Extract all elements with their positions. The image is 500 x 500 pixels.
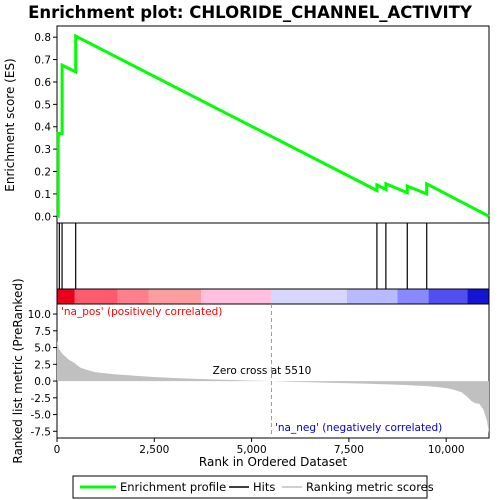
legend-frame xyxy=(72,475,428,499)
ranked-ylabel: Ranked list metric (PreRanked) xyxy=(11,278,25,463)
pos-correlated-label: 'na_pos' (positively correlated) xyxy=(61,306,222,318)
heatmap-band xyxy=(428,289,469,304)
ranked-panel: 10.0 7.5 5.0 2.5 0.0 -2.5 -5.0 -7.5 'na_pos' (p… xyxy=(11,278,490,464)
x-axis-label: Rank in Ordered Dataset xyxy=(199,455,347,469)
es-y-tick-label: 0.1 xyxy=(34,189,51,201)
heatmap-band xyxy=(346,289,399,304)
hits-panel xyxy=(56,222,490,290)
ranked-y-tick-label: -5.0 xyxy=(31,410,52,422)
enrichment-profile-line xyxy=(56,33,490,218)
es-y-tick-label: 0.7 xyxy=(34,55,51,67)
x-tick-label: 2,500 xyxy=(139,444,169,456)
heatmap-band xyxy=(467,289,490,304)
es-y-tick-label: 0.5 xyxy=(34,99,51,111)
es-ylabel: Enrichment score (ES) xyxy=(3,58,17,191)
heatmap-band xyxy=(57,289,76,304)
es-curve-group xyxy=(56,33,490,218)
heatmap-band xyxy=(74,289,118,304)
ranked-y-tick-label: 7.5 xyxy=(34,326,51,338)
es-y-tick-label: 0.4 xyxy=(34,122,51,134)
rank-heatmap xyxy=(56,288,490,305)
ranked-y-tick-label: -7.5 xyxy=(31,426,52,438)
es-y-tick-label: 0.2 xyxy=(34,167,51,179)
neg-correlated-label: 'na_neg' (negatively correlated) xyxy=(275,422,442,434)
ranked-y-tick-label: 0.0 xyxy=(34,376,51,388)
ranked-y-axis: 10.0 7.5 5.0 2.5 0.0 -2.5 -5.0 -7.5 xyxy=(28,309,57,438)
es-panel: 0.0 0.1 0.2 0.3 0.4 0.5 0.6 0.7 0.8 Enrichment s… xyxy=(3,25,490,224)
chart-title: Enrichment plot: CHLORIDE_CHANNEL_ACTIVI… xyxy=(28,3,473,22)
heatmap-band xyxy=(117,289,149,304)
x-tick-label: 5,000 xyxy=(237,444,267,456)
x-tick-label: 7,500 xyxy=(334,444,364,456)
x-tick-label: 0 xyxy=(54,444,61,456)
es-y-tick-label: 0.3 xyxy=(34,144,51,156)
legend-label-enrichment-profile: Enrichment profile xyxy=(120,480,226,494)
legend-label-hits: Hits xyxy=(253,480,275,494)
legend: Enrichment profile Hits Ranking metric s… xyxy=(72,475,434,499)
heatmap-band xyxy=(397,289,430,304)
legend-label-ranking-metric: Ranking metric scores xyxy=(306,480,434,494)
x-axis: 0 2,500 5,000 7,500 10,000 xyxy=(54,438,465,456)
hit-markers xyxy=(58,223,428,289)
es-y-tick-label: 0.8 xyxy=(34,32,51,44)
es-y-tick-label: 0.0 xyxy=(34,211,51,223)
heatmap-band xyxy=(201,289,272,304)
es-y-axis: 0.0 0.1 0.2 0.3 0.4 0.5 0.6 0.7 0.8 xyxy=(34,32,57,223)
ranked-y-tick-label: 10.0 xyxy=(28,309,51,321)
hits-panel-frame xyxy=(56,222,490,290)
ranked-y-tick-label: -2.5 xyxy=(31,393,52,405)
zero-cross-label: Zero cross at 5510 xyxy=(213,365,312,377)
ranked-y-tick-label: 5.0 xyxy=(34,343,51,355)
ranked-panel-frame xyxy=(56,303,490,439)
es-y-tick-label: 0.6 xyxy=(34,77,51,89)
heatmap-band xyxy=(271,289,348,304)
x-tick-label: 10,000 xyxy=(428,444,465,456)
heatmap-band xyxy=(148,289,202,304)
ranked-y-tick-label: 2.5 xyxy=(34,359,51,371)
